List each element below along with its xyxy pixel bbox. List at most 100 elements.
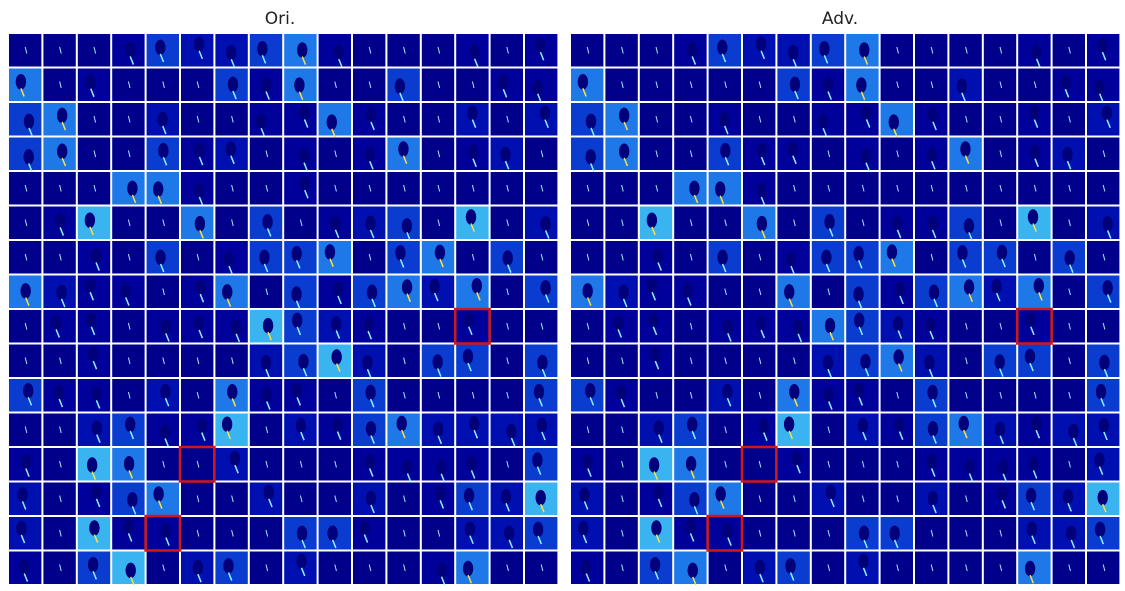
feature-map [181, 69, 213, 102]
feature-blob [330, 215, 340, 231]
feature-blob [433, 421, 443, 437]
feature-blob [889, 526, 899, 542]
feature-blob [465, 521, 475, 537]
feature-blob [927, 216, 937, 232]
feature-blob [261, 355, 271, 371]
feature-map [709, 207, 741, 240]
feature-map [605, 69, 637, 102]
feature-map [456, 345, 488, 378]
feature-blob [88, 557, 98, 573]
feature-blob [1099, 355, 1109, 371]
feature-map [984, 379, 1016, 412]
feature-map [605, 448, 637, 481]
feature-map [674, 345, 706, 378]
feature-blob [91, 485, 101, 501]
feature-blob [957, 78, 967, 94]
feature-map [43, 552, 75, 585]
feature-map [949, 345, 981, 378]
feature-blob [586, 149, 596, 165]
feature-blob [121, 283, 131, 299]
feature-map [387, 34, 419, 67]
feature-map [949, 310, 981, 343]
feature-blob [929, 285, 939, 301]
feature-blob [469, 45, 479, 61]
feature-blob [193, 560, 203, 576]
feature-blob [540, 105, 550, 121]
feature-map [112, 241, 144, 274]
feature-blob [540, 280, 550, 296]
feature-blob [197, 418, 207, 434]
feature-blob [532, 452, 542, 468]
feature-blob [1065, 250, 1075, 266]
feature-blob [785, 558, 795, 574]
feature-blob [1034, 278, 1044, 294]
feature-blob [92, 420, 102, 436]
feature-map [112, 379, 144, 412]
feature-map [605, 552, 637, 585]
feature-map [605, 483, 637, 516]
feature-map [284, 448, 316, 481]
feature-map [422, 69, 454, 102]
feature-blob [500, 147, 510, 163]
feature-map [181, 345, 213, 378]
feature-map [674, 69, 706, 102]
feature-map [1087, 138, 1119, 171]
feature-map [743, 483, 775, 516]
feature-map [812, 448, 844, 481]
feature-blob [222, 416, 232, 432]
feature-map [846, 448, 878, 481]
feature-blob [859, 42, 869, 58]
feature-blob [91, 386, 101, 402]
feature-blob [86, 74, 96, 90]
feature-blob [194, 183, 204, 199]
feature-blob [859, 526, 869, 542]
feature-map [250, 414, 282, 447]
feature-blob [85, 212, 95, 228]
feature-blob [854, 313, 864, 329]
feature-blob [194, 143, 204, 159]
feature-map [147, 552, 179, 585]
feature-map [846, 207, 878, 240]
feature-blob [651, 520, 661, 536]
feature-blob [395, 245, 405, 261]
feature-blob [468, 144, 478, 160]
feature-blob [57, 144, 67, 160]
feature-map [491, 448, 523, 481]
feature-map [674, 310, 706, 343]
feature-blob [365, 216, 375, 232]
feature-blob [158, 112, 168, 128]
feature-blob [784, 416, 794, 432]
feature-map [949, 103, 981, 136]
feature-blob [365, 385, 375, 401]
feature-map [181, 448, 213, 481]
feature-map [112, 207, 144, 240]
feature-blob [160, 424, 170, 440]
feature-blob [826, 485, 836, 501]
feature-map [605, 517, 637, 550]
feature-blob [964, 218, 974, 234]
feature-map [319, 448, 351, 481]
feature-map [709, 414, 741, 447]
feature-blob [1025, 561, 1035, 577]
feature-map [250, 172, 282, 205]
feature-map [387, 517, 419, 550]
feature-blob [540, 216, 550, 232]
feature-map [456, 172, 488, 205]
feature-map [319, 172, 351, 205]
feature-map [1053, 310, 1085, 343]
feature-map [1087, 552, 1119, 585]
feature-map [9, 172, 41, 205]
feature-map [284, 483, 316, 516]
feature-map [605, 345, 637, 378]
feature-map [640, 34, 672, 67]
feature-map [743, 448, 775, 481]
feature-map [881, 379, 913, 412]
feature-blob [581, 559, 591, 575]
feature-blob [537, 418, 547, 434]
feature-blob [854, 383, 864, 399]
feature-blob [194, 316, 204, 332]
feature-blob [223, 558, 233, 574]
feature-blob [125, 417, 135, 433]
feature-map [387, 310, 419, 343]
feature-map [353, 241, 385, 274]
